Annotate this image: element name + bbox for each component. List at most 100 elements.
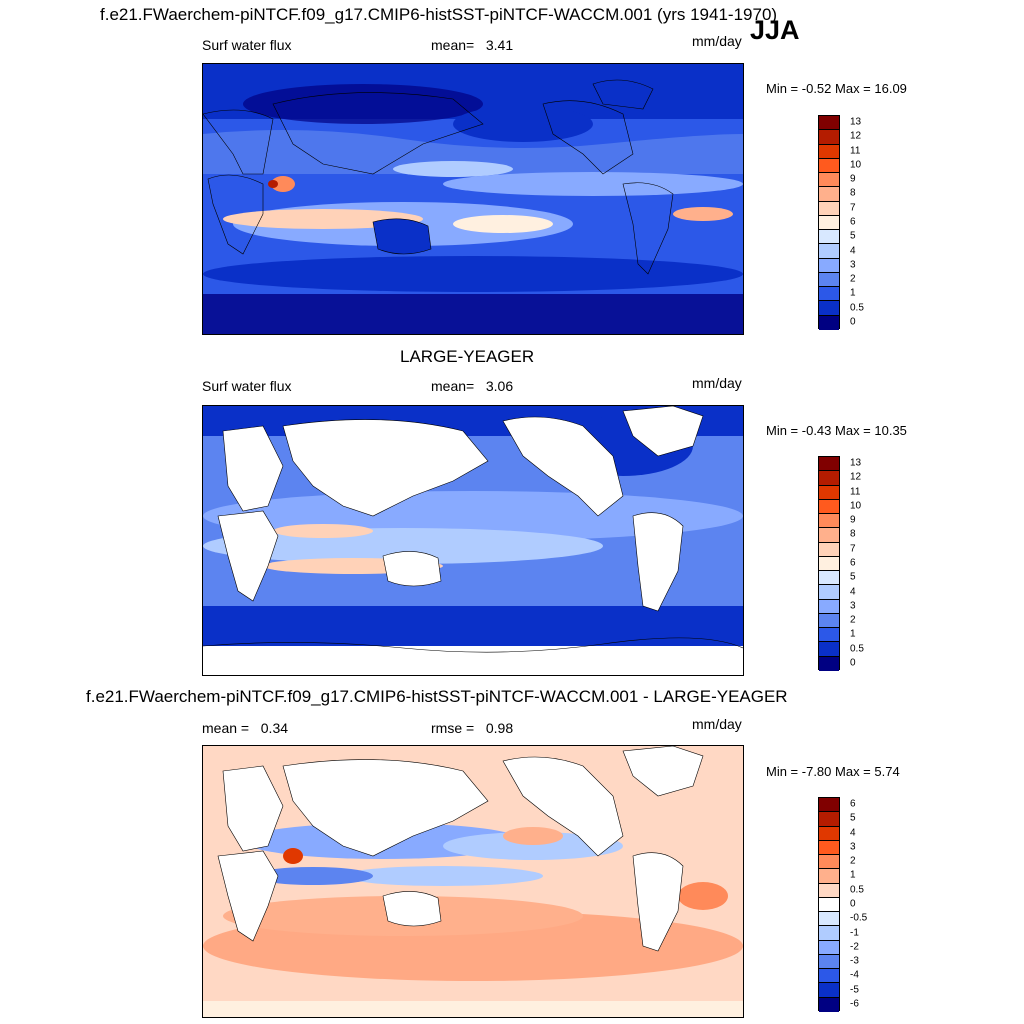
colorbar-tick-label: -6 (850, 998, 859, 1010)
colorbar-swatch (819, 187, 839, 202)
colorbar-tick-label: 12 (850, 130, 862, 142)
mean-value: 3.41 (485, 37, 514, 53)
colorbar-swatch (819, 315, 839, 330)
colorbar-swatch (819, 585, 839, 600)
colorbar-tick-label: 0 (850, 657, 856, 669)
mean-label: mean = 0.34 (202, 720, 289, 736)
colorbar-obs (818, 456, 840, 671)
colorbar-swatch (819, 471, 839, 486)
colorbar-swatch (819, 301, 839, 316)
rmse-label: rmse = 0.98 (431, 720, 514, 736)
colorbar-swatch (819, 230, 839, 245)
colorbar-swatch (819, 826, 839, 841)
colorbar-swatch (819, 855, 839, 870)
min-max-label: Min = -7.80 Max = 5.74 (766, 764, 900, 779)
colorbar-swatch (819, 514, 839, 529)
colorbar-tick-label: 2 (850, 273, 856, 285)
min-max-label: Min = -0.43 Max = 10.35 (766, 423, 907, 438)
colorbar-swatch (819, 542, 839, 557)
colorbar-tick-label: -3 (850, 955, 859, 967)
colorbar-swatch (819, 244, 839, 259)
colorbar-swatch (819, 642, 839, 657)
colorbar-tick-label: 10 (850, 500, 862, 512)
colorbar-tick-label: 3 (850, 259, 856, 271)
colorbar-tick-label: 5 (850, 812, 856, 824)
colorbar-swatch (819, 571, 839, 586)
colorbar-tick-label: 5 (850, 230, 856, 242)
colorbar-swatch (819, 215, 839, 231)
variable-label: Surf water flux (202, 378, 292, 394)
colorbar-tick-label: -4 (850, 969, 859, 981)
colorbar-tick-label: 0 (850, 898, 856, 910)
colorbar-tick-label: 12 (850, 471, 862, 483)
colorbar-tick-label: 9 (850, 173, 856, 185)
colorbar-tick-label: 2 (850, 855, 856, 867)
colorbar-tick-label: 0.5 (850, 302, 864, 314)
colorbar-swatch (819, 556, 839, 572)
colorbar-swatch (819, 897, 839, 913)
colorbar-tick-label: 13 (850, 457, 862, 469)
colorbar-swatch (819, 158, 839, 174)
min-max-label: Min = -0.52 Max = 16.09 (766, 81, 907, 96)
units-label: mm/day (692, 375, 742, 391)
colorbar-tick-label: 7 (850, 543, 856, 555)
colorbar-swatch (819, 656, 839, 671)
colorbar-swatch (819, 954, 839, 970)
colorbar-swatch (819, 613, 839, 629)
colorbar-swatch (819, 983, 839, 998)
colorbar-tick-label: 0.5 (850, 643, 864, 655)
colorbar-tick-label: 6 (850, 798, 856, 810)
colorbar-tick-label: -1 (850, 927, 859, 939)
panel-title-diff: f.e21.FWaerchem-piNTCF.f09_g17.CMIP6-his… (86, 687, 788, 706)
colorbar-swatch (819, 485, 839, 500)
colorbar-swatch (819, 840, 839, 856)
colorbar-tick-label: 11 (850, 145, 861, 157)
colorbar-tick-label: 0.5 (850, 884, 864, 896)
colorbar-tick-label: 4 (850, 827, 856, 839)
mean-value: 3.06 (485, 378, 514, 394)
colorbar-swatch (819, 528, 839, 543)
colorbar-tick-label: 1 (850, 869, 856, 881)
colorbar-tick-label: 9 (850, 514, 856, 526)
colorbar-tick-label: 6 (850, 216, 856, 228)
map-model (202, 63, 744, 335)
colorbar-tick-label: 3 (850, 600, 856, 612)
season-label: JJA (750, 15, 800, 45)
colorbar-swatch (819, 940, 839, 955)
colorbar-swatch (819, 926, 839, 941)
colorbar-tick-label: 1 (850, 287, 856, 299)
colorbar-swatch (819, 912, 839, 927)
colorbar-swatch (819, 969, 839, 984)
colorbar-tick-label: 1 (850, 628, 856, 640)
colorbar-model (818, 115, 840, 330)
units-label: mm/day (692, 716, 742, 732)
colorbar-tick-label: 7 (850, 202, 856, 214)
units-label: mm/day (692, 33, 742, 49)
colorbar-swatch (819, 798, 839, 813)
colorbar-tick-label: 3 (850, 841, 856, 853)
colorbar-tick-label: 6 (850, 557, 856, 569)
colorbar-swatch (819, 116, 839, 131)
colorbar-swatch (819, 258, 839, 273)
colorbar-tick-label: -0.5 (850, 912, 868, 924)
colorbar-tick-label: 4 (850, 586, 856, 598)
colorbar-tick-label: 13 (850, 116, 862, 128)
colorbar-tick-label: -5 (850, 984, 859, 996)
rmse-value: 0.98 (485, 720, 514, 736)
colorbar-swatch (819, 499, 839, 515)
page-title: f.e21.FWaerchem-piNTCF.f09_g17.CMIP6-his… (100, 5, 778, 24)
map-obs (202, 405, 744, 676)
colorbar-tick-label: -2 (850, 941, 859, 953)
colorbar-swatch (819, 883, 839, 898)
variable-label: Surf water flux (202, 37, 292, 53)
colorbar-tick-label: 8 (850, 187, 856, 199)
colorbar-swatch (819, 628, 839, 643)
panel-title-obs: LARGE-YEAGER (400, 347, 535, 366)
colorbar-swatch (819, 201, 839, 216)
colorbar-swatch (819, 599, 839, 614)
colorbar-tick-label: 2 (850, 614, 856, 626)
colorbar-swatch (819, 287, 839, 302)
colorbar-swatch (819, 130, 839, 145)
colorbar-tick-label: 4 (850, 245, 856, 257)
colorbar-tick-label: 5 (850, 571, 856, 583)
